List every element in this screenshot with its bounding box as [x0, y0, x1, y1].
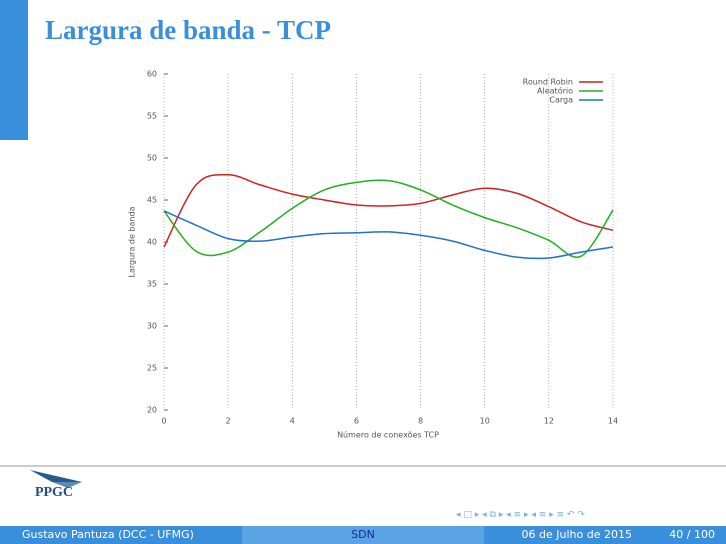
x-tick-label: 10: [480, 417, 490, 426]
y-tick-label: 45: [147, 196, 157, 205]
footer-author: Gustavo Pantuza (DCC - UFMG): [22, 528, 194, 541]
x-axis-label: Número de conexões TCP: [337, 431, 439, 440]
x-tick-label: 6: [354, 417, 359, 426]
footer-page: 40 / 100: [669, 528, 715, 541]
series-line: [163, 179, 614, 258]
y-tick-label: 30: [147, 322, 157, 331]
y-tick-label: 35: [147, 280, 157, 289]
footer-date: 06 de Julho de 2015: [522, 528, 632, 541]
svg-text:◂ □ ▸ ◂ ⧉ ▸ ◂ ≡ ▸ ◂ ≡ ▸ ≡: ◂ □ ▸ ◂ ⧉ ▸ ◂ ≡ ▸ ◂ ≡ ▸ ≡ ↶ ↷: [456, 510, 585, 520]
legend-label: Round Robin: [523, 78, 573, 87]
legend-label: Aleatório: [537, 86, 573, 96]
footer-section: SDN: [351, 528, 375, 541]
footer-mid: [242, 526, 484, 544]
side-bar: [0, 0, 28, 140]
x-tick-label: 8: [418, 417, 423, 426]
x-tick-label: 4: [290, 417, 295, 426]
y-tick-label: 60: [147, 70, 157, 79]
y-axis-label: Largura de banda: [128, 206, 137, 277]
slide-title: Largura de banda - TCP: [45, 15, 331, 45]
x-tick-label: 14: [608, 417, 618, 426]
logo-icon: [30, 470, 82, 488]
series-line: [163, 173, 614, 248]
nav-symbols: ◂ □ ▸ ◂ ⧉ ▸ ◂ ≡ ▸ ◂ ≡ ▸ ≡ ↶ ↷: [456, 510, 585, 520]
logo: PPGC: [35, 485, 73, 500]
y-tick-label: 25: [147, 364, 157, 373]
y-tick-label: 20: [147, 406, 157, 415]
y-tick-label: 50: [147, 154, 157, 163]
x-tick-label: 12: [544, 417, 554, 426]
series-line: [163, 210, 614, 260]
y-tick-label: 40: [147, 238, 157, 247]
y-tick-label: 55: [147, 112, 157, 121]
x-tick-label: 0: [161, 417, 166, 426]
legend-label: Carga: [549, 96, 573, 105]
x-tick-label: 2: [226, 417, 231, 426]
